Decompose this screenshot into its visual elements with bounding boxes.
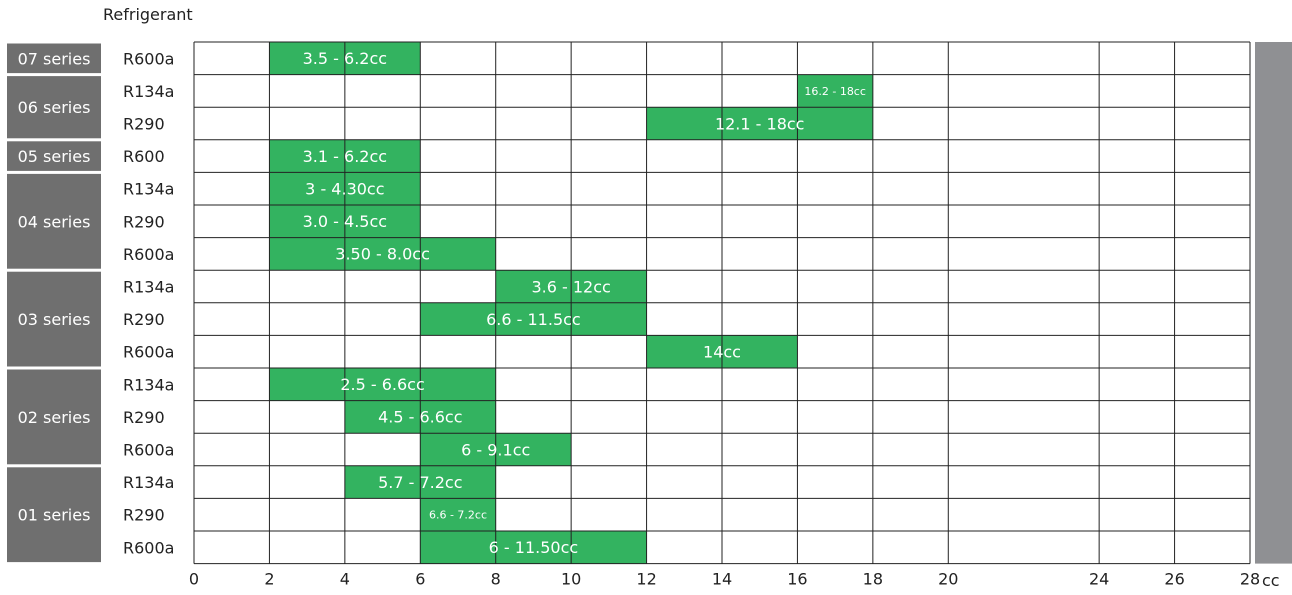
series-box: [7, 173, 101, 269]
bar-label: 14cc: [703, 342, 741, 361]
x-tick-label: 6: [415, 570, 425, 589]
series-label: 06 series: [18, 98, 91, 117]
range-bar: [420, 531, 647, 564]
x-tick-label: 10: [561, 570, 581, 589]
refrigerant-label: R290: [123, 506, 165, 525]
bar-label: 6 - 11.50cc: [489, 538, 579, 557]
bar-label: 16.2 - 18cc: [804, 85, 866, 98]
x-tick-label: 2: [264, 570, 274, 589]
bar-label: 6 - 9.1cc: [461, 440, 530, 459]
bar-label: 3 - 4.30cc: [305, 179, 384, 198]
range-bar: [269, 237, 496, 271]
bar-label: 3.5 - 6.2cc: [303, 49, 387, 68]
x-tick-label: 24: [1089, 570, 1109, 589]
x-tick-label: 28: [1240, 570, 1260, 589]
bar-label: 6.6 - 7.2cc: [429, 509, 487, 522]
refrigerant-label: R600: [123, 147, 165, 166]
series-label: 07 series: [18, 49, 91, 68]
side-bar: [1255, 42, 1292, 564]
x-tick-label: 20: [938, 570, 958, 589]
bar-label: 3.0 - 4.5cc: [303, 212, 387, 231]
bar-label: 5.7 - 7.2cc: [378, 473, 462, 492]
bar-label: 3.1 - 6.2cc: [303, 147, 387, 166]
bar-label: 4.5 - 6.6cc: [378, 408, 462, 427]
refrigerant-label: R600a: [123, 538, 174, 557]
refrigerant-label: R600a: [123, 441, 174, 460]
refrigerant-label: R290: [123, 212, 165, 231]
series-box: [7, 43, 101, 74]
range-bar: [420, 302, 647, 336]
unit-label: cc: [1262, 571, 1280, 590]
x-tick-label: 4: [340, 570, 350, 589]
x-tick-label: 18: [863, 570, 883, 589]
x-tick-label: 0: [189, 570, 199, 589]
x-tick-label: 8: [491, 570, 501, 589]
series-label: 01 series: [18, 506, 91, 525]
range-bar: [420, 498, 496, 531]
range-bar: [646, 107, 873, 140]
bar-label: 2.5 - 6.6cc: [340, 375, 424, 394]
series-box: [7, 76, 101, 139]
series-box: [7, 141, 101, 171]
bar-label: 6.6 - 11.5cc: [486, 310, 581, 329]
refrigerant-label: R290: [123, 310, 165, 329]
refrigerant-label: R134a: [123, 473, 174, 492]
refrigerant-label: R134a: [123, 180, 174, 199]
series-box: [7, 467, 101, 563]
refrigerant-label: R290: [123, 408, 165, 427]
refrigerant-label: R290: [123, 115, 165, 134]
x-tick-label: 12: [636, 570, 656, 589]
series-label: 02 series: [18, 408, 91, 427]
series-box: [7, 369, 101, 465]
range-bar: [269, 368, 496, 401]
refrigerant-label: R134a: [123, 82, 174, 101]
refrigerant-label: R134a: [123, 375, 174, 394]
bar-label: 3.6 - 12cc: [531, 277, 610, 296]
series-label: 05 series: [18, 147, 91, 166]
bar-label: 3.50 - 8.0cc: [335, 245, 430, 264]
refrigerant-label: R600a: [123, 49, 174, 68]
series-box: [7, 271, 101, 367]
series-label: 03 series: [18, 310, 91, 329]
bar-label: 12.1 - 18cc: [715, 114, 805, 133]
x-tick-label: 26: [1164, 570, 1184, 589]
range-bar: [797, 74, 873, 108]
x-tick-label: 16: [787, 570, 807, 589]
series-label: 04 series: [18, 212, 91, 231]
x-tick-label: 14: [712, 570, 732, 589]
refrigerant-header: Refrigerant: [103, 5, 193, 24]
refrigerant-label: R134a: [123, 278, 174, 297]
refrigerant-label: R600a: [123, 245, 174, 264]
refrigerant-label: R600a: [123, 343, 174, 362]
